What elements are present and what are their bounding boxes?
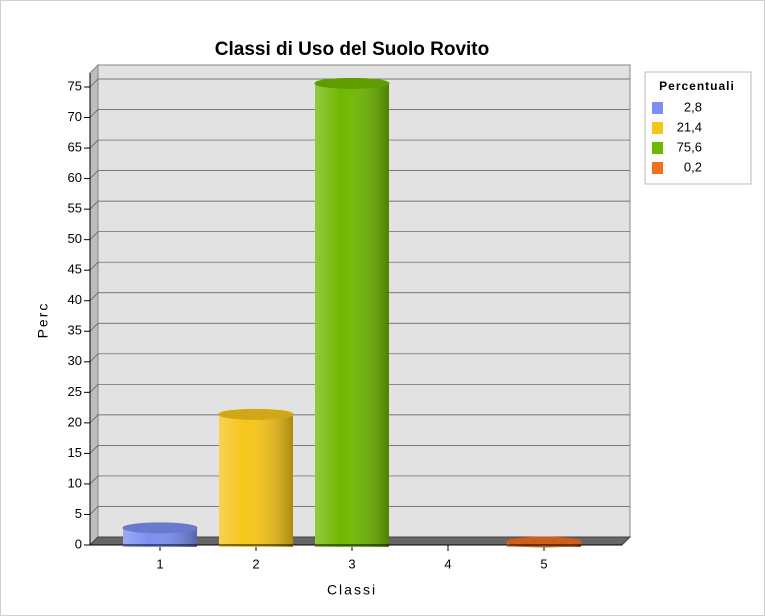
- y-tick-label: 70: [68, 109, 82, 124]
- y-tick-label: 10: [68, 475, 82, 490]
- x-tick-label: 4: [444, 556, 451, 571]
- grid-line: [89, 231, 630, 240]
- x-tick-label: 1: [156, 556, 163, 571]
- grid-line: [89, 506, 630, 515]
- grid-line: [89, 475, 630, 485]
- grid-line: [89, 170, 630, 179]
- y-tick-label: 55: [68, 201, 82, 216]
- grid-line: [89, 383, 630, 393]
- x-tick-label: 3: [348, 556, 355, 571]
- x-tick-label: 5: [540, 556, 547, 571]
- bar-top: [218, 408, 294, 420]
- y-tick-label: 75: [68, 78, 82, 93]
- y-tick-label: 40: [68, 292, 82, 307]
- legend-label: 75,6: [677, 139, 702, 154]
- x-tick-label: 2: [252, 556, 259, 571]
- y-tick-label: 25: [68, 384, 82, 399]
- y-axis-label: Perc: [35, 302, 51, 339]
- legend-swatch: [652, 162, 663, 174]
- y-tick-label: 0: [75, 536, 82, 551]
- y-tick-label: 65: [68, 140, 82, 155]
- grid-line: [89, 139, 630, 149]
- y-tick-label: 30: [68, 353, 82, 368]
- plot-side-wall: [89, 63, 99, 547]
- grid-line: [89, 445, 630, 454]
- y-tick-label: 20: [68, 414, 82, 429]
- bar-shade: [315, 83, 389, 547]
- legend-swatch: [652, 102, 663, 114]
- grid-line: [89, 261, 630, 271]
- y-tick-label: 35: [68, 323, 82, 338]
- grid-line: [89, 353, 630, 363]
- legend-swatch: [652, 122, 663, 134]
- grid-line: [89, 322, 630, 332]
- bar-top: [314, 77, 390, 89]
- legend-label: 0,2: [684, 159, 702, 174]
- bar-shade: [219, 414, 293, 547]
- bar-top: [122, 522, 198, 534]
- legend-swatch: [652, 142, 663, 154]
- y-tick-label: 45: [68, 262, 82, 277]
- legend-label: 21,4: [677, 119, 702, 134]
- grid-line: [89, 78, 630, 88]
- grid-line: [89, 292, 630, 301]
- y-tick-label: 60: [68, 170, 82, 185]
- grid-line: [89, 200, 630, 210]
- legend-title: Percentuali: [659, 79, 735, 93]
- x-axis-label: Classi: [327, 582, 377, 598]
- y-tick-label: 50: [68, 231, 82, 246]
- y-tick-label: 5: [75, 506, 82, 521]
- grid-line: [89, 109, 630, 118]
- chart-title: Classi di Uso del Suolo Rovito: [215, 39, 489, 60]
- y-tick-label: 15: [68, 445, 82, 460]
- legend-label: 2,8: [684, 99, 702, 114]
- grid-line: [89, 414, 630, 424]
